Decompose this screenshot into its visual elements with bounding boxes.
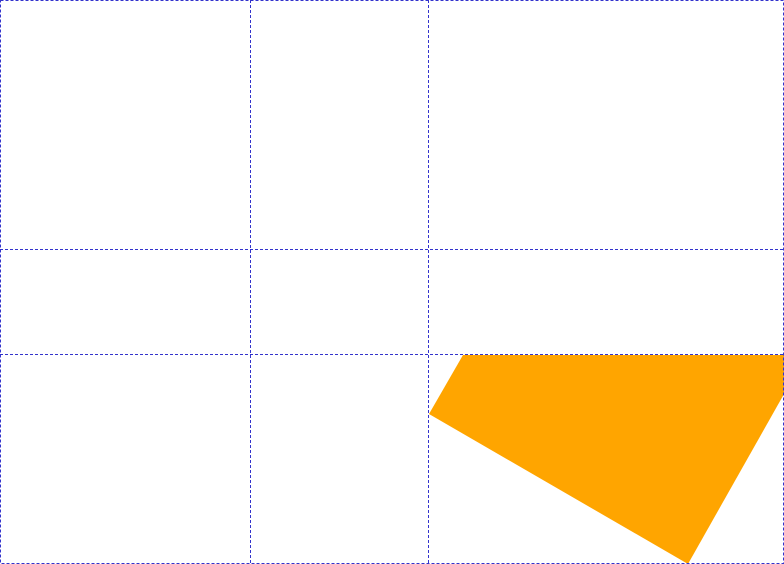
orange-quadrilateral (429, 355, 784, 564)
